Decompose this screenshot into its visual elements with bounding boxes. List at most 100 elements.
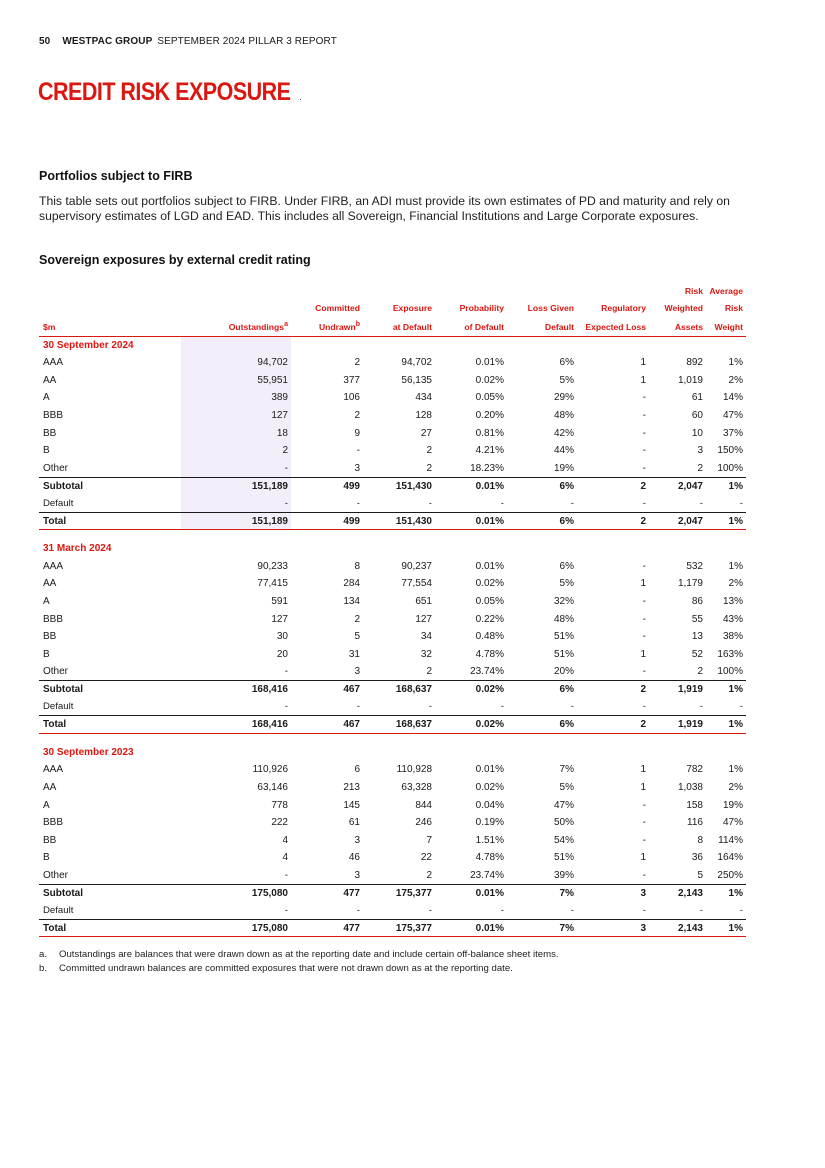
table-cell: 110,926 — [252, 764, 288, 776]
table-cell: - — [642, 410, 646, 422]
table-cell: 2 — [577, 680, 649, 699]
default-row: Default - - - - - - - - — [39, 902, 746, 920]
table-cell: 5 — [354, 631, 360, 643]
row-label: Other — [43, 666, 69, 678]
table-cell: 477 — [291, 918, 363, 938]
table-cell: 591 — [271, 595, 288, 607]
table-cell: 1 — [640, 764, 646, 776]
table-cell: - — [642, 613, 646, 625]
table-cell: 94,702 — [401, 357, 432, 369]
table-row: BB 18 9 27 0.81% 42% - 10 37% — [39, 424, 746, 442]
row-label: BB — [43, 834, 57, 846]
section-header-row: 31 March 2024 — [39, 540, 746, 558]
table-cell: 1,919 — [649, 715, 706, 734]
footnote-a: a. Outstandings are balances that were dr… — [39, 949, 559, 960]
table-cell: 0.01% — [475, 764, 504, 776]
table-cell: 1% — [706, 918, 746, 938]
table-cell: 1% — [706, 883, 746, 902]
row-label: BBB — [43, 410, 64, 422]
table-cell: 0.02% — [435, 680, 507, 699]
table-cell: 63,328 — [401, 781, 432, 793]
table-cell: 0.81% — [475, 427, 504, 439]
table-cell: 48% — [553, 613, 574, 625]
row-label: Total — [39, 715, 181, 734]
table-cell: 6% — [507, 476, 577, 495]
row-label: BB — [43, 427, 57, 439]
table-cell: 284 — [343, 578, 360, 590]
table-row: A 778 145 844 0.04% 47% - 158 19% — [39, 796, 746, 814]
table-cell: 151,189 — [181, 511, 291, 531]
table-cell: 168,637 — [363, 680, 435, 699]
table-cell: 20% — [553, 666, 574, 678]
page-title: CREDIT RISK EXPOSURE — [38, 78, 291, 106]
table-cell: - — [699, 497, 703, 509]
table-row: BBB 222 61 246 0.19% 50% - 116 47% — [39, 814, 746, 832]
table-cell: 1.51% — [475, 834, 504, 846]
section-heading: 30 September 2023 — [43, 746, 134, 758]
table-cell: 7 — [426, 834, 432, 846]
table-cell: 5% — [559, 578, 574, 590]
table-cell: - — [642, 427, 646, 439]
table-cell: 127 — [181, 406, 291, 425]
table-cell: 168,416 — [181, 715, 291, 734]
row-label: Subtotal — [39, 680, 181, 699]
table-cell: 1% — [728, 764, 743, 776]
table-cell: 0.02% — [475, 578, 504, 590]
col-header-arw-line3: Weight — [706, 317, 746, 337]
row-label: Total — [39, 918, 181, 938]
table-cell: 23.74% — [470, 666, 504, 678]
table-cell: 151,430 — [363, 476, 435, 495]
row-label: AA — [43, 781, 57, 793]
table-cell: - — [356, 445, 360, 457]
table-header: Risk Average Committed Exposure Probabil… — [39, 283, 746, 337]
table-cell: 651 — [415, 595, 432, 607]
table-cell: - — [428, 904, 432, 916]
col-header-rel-line2: Expected Loss — [577, 317, 649, 337]
table-cell: 2 — [577, 476, 649, 495]
intro-paragraph: This table sets out portfolios subject t… — [39, 194, 730, 223]
table-cell: 32% — [553, 595, 574, 607]
section-header-row: 30 September 2023 — [39, 743, 746, 761]
table-cell: 6% — [507, 680, 577, 699]
row-label: A — [43, 799, 50, 811]
total-row: Total 151,189 499 151,430 0.01% 6% 2 2,047 1% — [39, 511, 746, 531]
table-cell: 38% — [722, 631, 743, 643]
table-row: Other - 3 2 23.74% 39% - 5 250% — [39, 867, 746, 885]
table-cell: - — [642, 392, 646, 404]
table-cell: 0.22% — [475, 613, 504, 625]
col-header-ead-line1: Exposure — [392, 303, 432, 313]
table-cell: 50% — [553, 817, 574, 829]
table-cell: - — [642, 462, 646, 474]
table-cell: 2 — [426, 462, 432, 474]
brand-name: WESTPAC GROUP — [62, 36, 153, 47]
table-cell: 778 — [271, 799, 288, 811]
page-number: 50 — [39, 36, 51, 47]
col-header-rwa-line2: Weighted — [664, 303, 703, 313]
table-cell: 8 — [697, 834, 703, 846]
table-row: A 591 134 651 0.05% 32% - 86 13% — [39, 593, 746, 611]
table-cell: 32 — [420, 648, 432, 660]
table-cell: 2 — [426, 666, 432, 678]
table-cell: 94,702 — [181, 353, 291, 372]
col-header-lgd-line1: Loss Given — [527, 303, 574, 313]
row-label: AAA — [43, 357, 64, 369]
table-cell: - — [642, 799, 646, 811]
row-label: AAA — [43, 560, 64, 572]
row-label: AA — [43, 374, 57, 386]
table-cell: - — [356, 904, 360, 916]
table-row: AAA 94,702 2 94,702 0.01% 6% 1 892 1% — [39, 353, 746, 372]
table-cell: - — [570, 497, 574, 509]
table-cell: - — [570, 904, 574, 916]
table-cell: 1 — [640, 852, 646, 864]
col-header-label: $m — [39, 317, 181, 337]
table-cell: 0.05% — [475, 392, 504, 404]
table-cell: 52 — [691, 648, 703, 660]
table-cell: 222 — [271, 817, 288, 829]
table-cell: 3 — [354, 462, 360, 474]
table-cell: 36 — [691, 852, 703, 864]
table-cell: - — [500, 904, 504, 916]
table-cell: 499 — [291, 476, 363, 495]
table-cell: - — [181, 459, 291, 478]
table-cell: 6% — [507, 715, 577, 734]
table-cell: - — [642, 904, 646, 916]
